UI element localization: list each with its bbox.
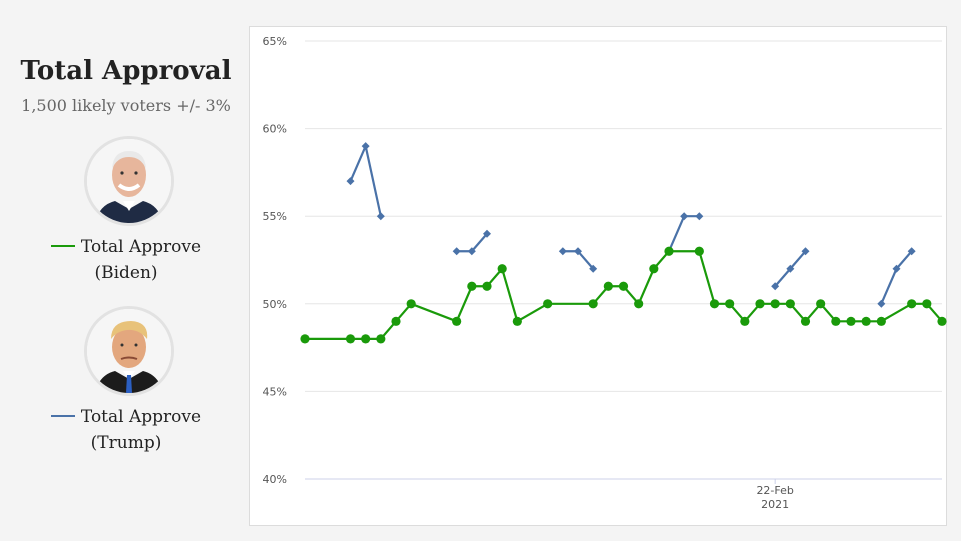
trump-data-point: [467, 247, 476, 256]
trump-avatar: [84, 306, 174, 396]
biden-data-point: [816, 299, 826, 309]
biden-data-point: [452, 316, 462, 326]
trump-data-point: [346, 177, 355, 186]
y-tick-label: 50%: [263, 298, 287, 311]
biden-data-point: [907, 299, 917, 309]
biden-data-point: [937, 316, 947, 326]
legend-label-line1: Total Approve: [80, 237, 202, 257]
biden-data-point: [618, 281, 629, 291]
biden-data-point: [725, 299, 735, 309]
legend-label-line1: Total Approve: [80, 407, 202, 427]
biden-data-point: [755, 299, 765, 309]
biden-data-point: [467, 281, 477, 291]
biden-data-point: [634, 299, 644, 309]
y-tick-label: 40%: [263, 473, 287, 486]
trump-data-point: [574, 247, 582, 256]
biden-data-point: [922, 299, 932, 309]
trump-data-point: [589, 264, 598, 273]
trump-data-point: [680, 212, 689, 221]
trump-data-point: [452, 247, 461, 256]
trump-series-line: [880, 250, 913, 305]
biden-data-point: [512, 316, 522, 326]
trump-data-point: [892, 264, 901, 273]
biden-data-point: [361, 334, 371, 344]
biden-data-point: [543, 299, 553, 309]
y-tick-label: 45%: [263, 385, 287, 398]
biden-data-point: [846, 316, 856, 326]
trump-data-point: [771, 282, 780, 291]
biden-data-point: [603, 281, 613, 291]
trump-series-line: [667, 215, 700, 252]
biden-data-point: [588, 299, 598, 309]
legend-label-line2: (Biden): [94, 263, 158, 283]
trump-photo-icon: [87, 309, 171, 393]
biden-data-point: [740, 316, 750, 326]
trump-data-point: [786, 264, 795, 273]
biden-data-point: [770, 299, 780, 309]
trump-series-line: [349, 142, 382, 217]
x-tick-label: 22-Feb: [756, 484, 793, 497]
chart-subtitle: 1,500 likely voters +/- 3%: [21, 96, 231, 115]
legend-entry-biden: Total Approve (Biden): [8, 234, 244, 286]
biden-avatar: [84, 136, 174, 226]
y-tick-label: 55%: [263, 210, 287, 223]
blue-line-swatch-icon: [50, 414, 75, 417]
trump-data-point: [361, 142, 370, 151]
biden-data-point: [376, 334, 386, 344]
trump-data-point: [483, 229, 491, 238]
biden-series-line: [305, 250, 943, 340]
biden-data-point: [391, 316, 401, 326]
biden-data-point: [800, 316, 811, 326]
biden-data-point: [709, 299, 720, 309]
biden-data-point: [831, 316, 841, 326]
biden-photo-icon: [87, 139, 171, 223]
chart-panel: 65% 60% 55% 50% 45% 40% 22-Feb 2021: [249, 26, 947, 526]
y-tick-label: 60%: [263, 123, 287, 136]
chart-title: Total Approval: [20, 56, 232, 86]
biden-data-point: [497, 264, 507, 274]
trump-data-point: [877, 299, 886, 308]
y-tick-label: 65%: [263, 35, 287, 48]
biden-data-point: [785, 299, 795, 309]
trump-data-point: [695, 212, 704, 221]
legend-label-line2: (Trump): [90, 433, 162, 453]
biden-data-point: [664, 246, 674, 256]
trump-data-point: [558, 247, 567, 256]
biden-data-point: [482, 281, 492, 291]
green-line-swatch-icon: [50, 244, 75, 247]
biden-data-point: [406, 299, 416, 309]
biden-data-point: [694, 246, 704, 256]
trump-data-point: [801, 247, 810, 256]
biden-data-point: [649, 264, 659, 274]
biden-data-point: [861, 316, 871, 326]
trump-data-point: [376, 212, 385, 221]
x-tick-year-label: 2021: [761, 498, 789, 511]
biden-data-point: [876, 316, 886, 326]
legend-entry-trump: Total Approve (Trump): [8, 404, 244, 456]
biden-data-point: [300, 334, 310, 344]
biden-data-point: [345, 334, 356, 344]
trump-data-point: [907, 247, 916, 256]
legend-panel: Total Approval 1,500 likely voters +/- 3…: [8, 26, 244, 526]
